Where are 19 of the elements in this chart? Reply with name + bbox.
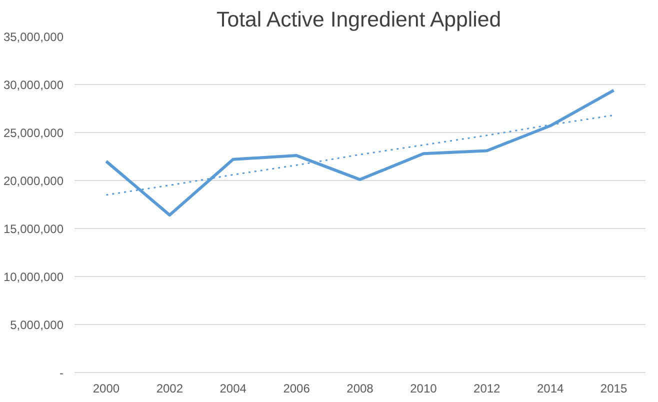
- y-tick-label: 15,000,000: [3, 222, 64, 236]
- chart-title: Total Active Ingredient Applied: [216, 8, 502, 32]
- y-tick-label: 30,000,000: [3, 78, 64, 92]
- y-tick-label: 25,000,000: [3, 126, 64, 140]
- x-tick-label: 2014: [536, 382, 564, 396]
- x-tick-label: 2004: [220, 382, 247, 396]
- x-tick-label: 2015: [600, 382, 628, 396]
- x-tick-label: 2010: [410, 382, 438, 396]
- y-tick-label: 35,000,000: [3, 30, 64, 44]
- line-series: [104, 88, 616, 217]
- x-tick-label: 2006: [283, 382, 310, 396]
- y-tick-label: 5,000,000: [10, 318, 64, 332]
- x-tick-label: 2002: [156, 382, 184, 396]
- y-tick-label: 10,000,000: [3, 270, 64, 284]
- x-tick-label: 2012: [474, 382, 501, 396]
- y-tick-label: -: [60, 366, 64, 380]
- y-tick-label: 20,000,000: [3, 174, 64, 188]
- x-tick-label: 2000: [92, 382, 120, 396]
- x-tick-label: 2008: [346, 382, 374, 396]
